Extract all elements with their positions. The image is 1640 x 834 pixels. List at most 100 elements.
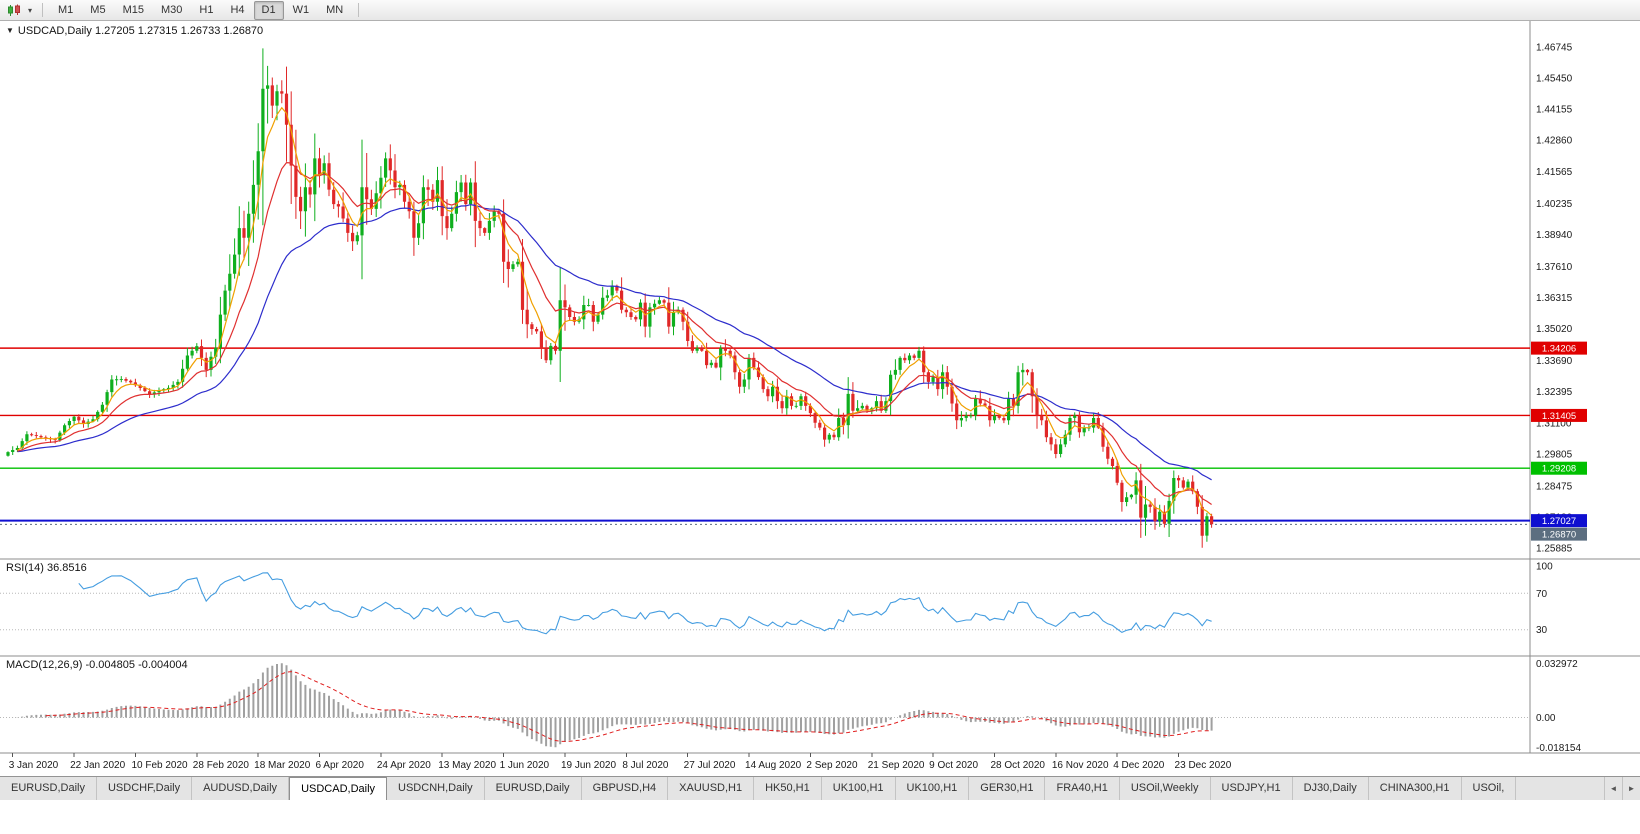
date-label: 3 Jan 2020 xyxy=(9,760,59,771)
chart-tab-2-audusd-daily[interactable]: AUDUSD,Daily xyxy=(192,777,290,800)
hline-price-tag-1.34206[interactable] xyxy=(1531,341,1587,355)
chart-tab-16-china300-h1[interactable]: CHINA300,H1 xyxy=(1368,777,1462,800)
moving-average-lines xyxy=(17,106,1213,517)
date-label: 23 Dec 2020 xyxy=(1175,760,1232,771)
date-label: 19 Jun 2020 xyxy=(561,760,616,771)
date-label: 28 Oct 2020 xyxy=(990,760,1045,771)
hline-price-tag-1.29208[interactable] xyxy=(1531,461,1587,475)
window-bottom-strip xyxy=(0,800,1640,834)
date-label: 21 Sep 2020 xyxy=(868,760,925,771)
svg-text:1.26870: 1.26870 xyxy=(1542,530,1576,541)
macd-indicator-label: MACD(12,26,9) -0.004805 -0.004004 xyxy=(6,659,188,671)
svg-text:30: 30 xyxy=(1536,625,1548,636)
svg-text:1.37610: 1.37610 xyxy=(1536,262,1573,273)
date-label: 8 Jul 2020 xyxy=(622,760,669,771)
chart-tab-17-usoil-[interactable]: USOil, xyxy=(1461,777,1517,800)
svg-text:70: 70 xyxy=(1536,589,1548,600)
tab-bar-spacer xyxy=(1516,777,1604,800)
svg-text:1.33690: 1.33690 xyxy=(1536,356,1573,367)
svg-text:1.28475: 1.28475 xyxy=(1536,481,1573,492)
date-label: 9 Oct 2020 xyxy=(929,760,978,771)
svg-text:1.41565: 1.41565 xyxy=(1536,167,1573,178)
timeframe-mn-button[interactable]: MN xyxy=(326,3,344,16)
horizontal-price-lines[interactable] xyxy=(0,347,1530,525)
time-axis: 3 Jan 2020 22 Jan 2020 10 Feb 2020 28 Feb 2… xyxy=(9,753,1232,771)
svg-text:1.32395: 1.32395 xyxy=(1536,387,1573,398)
date-label: 24 Apr 2020 xyxy=(377,760,431,771)
timeframe-h1-button[interactable]: H1 xyxy=(199,3,214,16)
toolbar-separator-2 xyxy=(358,3,360,17)
svg-text:1.36315: 1.36315 xyxy=(1536,293,1573,304)
chart-menu-icon[interactable]: ▼ xyxy=(6,26,14,35)
date-label: 16 Nov 2020 xyxy=(1052,760,1109,771)
chart-tab-8-hk50-h1[interactable]: HK50,H1 xyxy=(754,777,822,800)
chart-tab-1-usdchf-daily[interactable]: USDCHF,Daily xyxy=(96,777,193,800)
chart-tab-7-xauusd-h1[interactable]: XAUUSD,H1 xyxy=(668,777,755,800)
svg-text:1.29208: 1.29208 xyxy=(1542,464,1576,475)
chart-tab-9-uk100-h1[interactable]: UK100,H1 xyxy=(821,777,896,800)
timeframe-h4-button[interactable]: H4 xyxy=(230,3,245,16)
svg-text:1.27027: 1.27027 xyxy=(1542,516,1576,527)
chart-type-icon[interactable] xyxy=(5,2,23,19)
candlestick-series xyxy=(6,48,1214,548)
chart-tab-12-fra40-h1[interactable]: FRA40,H1 xyxy=(1045,777,1120,800)
macd-histogram xyxy=(11,663,1213,748)
svg-text:1.31100: 1.31100 xyxy=(1536,418,1572,429)
timeframe-m15-button[interactable]: M15 xyxy=(122,3,144,16)
price-axis-labels: 1.46745 1.45450 1.44155 1.42860 1.41565 1.402… xyxy=(1536,42,1581,753)
svg-text:1.46745: 1.46745 xyxy=(1536,42,1573,53)
chart-ohlc-values: 1.27205 1.27315 1.26733 1.26870 xyxy=(94,25,264,37)
hline-price-tag-1.27027[interactable] xyxy=(1531,514,1587,528)
timeframe-m30-button[interactable]: M30 xyxy=(160,3,183,16)
price-chart-canvas[interactable]: 1.46745 1.45450 1.44155 1.42860 1.41565 1.402… xyxy=(0,21,1640,776)
chart-tab-10-uk100-h1[interactable]: UK100,H1 xyxy=(895,777,970,800)
chart-type-dropdown-caret[interactable]: ▾ xyxy=(28,5,33,15)
chart-tab-3-usdcad-daily[interactable]: USDCAD,Daily xyxy=(289,777,388,800)
svg-text:0.00: 0.00 xyxy=(1536,713,1556,724)
svg-text:1.35020: 1.35020 xyxy=(1536,324,1573,335)
date-label: 13 May 2020 xyxy=(438,760,496,771)
svg-text:1.34206: 1.34206 xyxy=(1542,344,1576,355)
svg-text:1.31405: 1.31405 xyxy=(1542,411,1576,422)
chart-area[interactable]: 1.46745 1.45450 1.44155 1.42860 1.41565 1.402… xyxy=(0,21,1640,776)
indicator-level-lines xyxy=(0,592,1530,718)
chart-tab-14-usdjpy-h1[interactable]: USDJPY,H1 xyxy=(1210,777,1293,800)
date-label: 2 Sep 2020 xyxy=(806,760,858,771)
tabs-scroll-right-button[interactable]: ► xyxy=(1622,777,1640,800)
chart-tab-6-gbpusd-h4[interactable]: GBPUSD,H4 xyxy=(581,777,669,800)
date-label: 6 Apr 2020 xyxy=(316,760,365,771)
date-label: 27 Jul 2020 xyxy=(684,760,736,771)
chart-tab-15-dj30-daily[interactable]: DJ30,Daily xyxy=(1292,777,1369,800)
chart-tab-5-eurusd-daily[interactable]: EURUSD,Daily xyxy=(484,777,582,800)
chart-tab-13-usoil-weekly[interactable]: USOil,Weekly xyxy=(1119,777,1211,800)
date-label: 14 Aug 2020 xyxy=(745,760,802,771)
macd-signal-line xyxy=(45,671,1212,742)
svg-text:1.42860: 1.42860 xyxy=(1536,136,1573,147)
timeframe-button-group: M1 M5 M15 M30 H1 H4 D1 W1 MN xyxy=(50,0,351,20)
date-label: 18 Mar 2020 xyxy=(254,760,311,771)
date-label: 28 Feb 2020 xyxy=(193,760,250,771)
timeframe-m1-button[interactable]: M1 xyxy=(58,3,74,16)
tabs-scroll-left-button[interactable]: ◄ xyxy=(1604,777,1622,800)
svg-text:1.40235: 1.40235 xyxy=(1536,199,1573,210)
chart-tab-4-usdcnh-daily[interactable]: USDCNH,Daily xyxy=(387,777,485,800)
date-label: 4 Dec 2020 xyxy=(1113,760,1165,771)
timeframe-w1-button[interactable]: W1 xyxy=(292,3,310,16)
svg-text:-0.018154: -0.018154 xyxy=(1536,743,1581,754)
ma-34-line xyxy=(17,203,1212,481)
timeframe-d1-button[interactable]: D1 xyxy=(253,0,284,20)
chart-tab-0-eurusd-daily[interactable]: EURUSD,Daily xyxy=(0,777,97,800)
chart-tab-11-ger30-h1[interactable]: GER30,H1 xyxy=(969,777,1046,800)
rsi-indicator-label: RSI(14) 36.8516 xyxy=(6,562,87,574)
top-toolbar: ▾ M1 M5 M15 M30 H1 H4 D1 W1 MN xyxy=(0,0,1640,21)
svg-text:1.29805: 1.29805 xyxy=(1536,449,1573,460)
chart-ohlc-header: ▼ USDCAD,Daily 1.27205 1.27315 1.26733 1.… xyxy=(6,25,263,37)
date-label: 22 Jan 2020 xyxy=(70,760,125,771)
svg-text:1.44155: 1.44155 xyxy=(1536,105,1573,116)
bid-price-tag xyxy=(1531,527,1587,541)
svg-text:1.38940: 1.38940 xyxy=(1536,230,1573,241)
timeframe-m5-button[interactable]: M5 xyxy=(90,3,106,16)
hline-price-tag-1.31405[interactable] xyxy=(1531,408,1587,422)
date-label: 1 Jun 2020 xyxy=(500,760,550,771)
